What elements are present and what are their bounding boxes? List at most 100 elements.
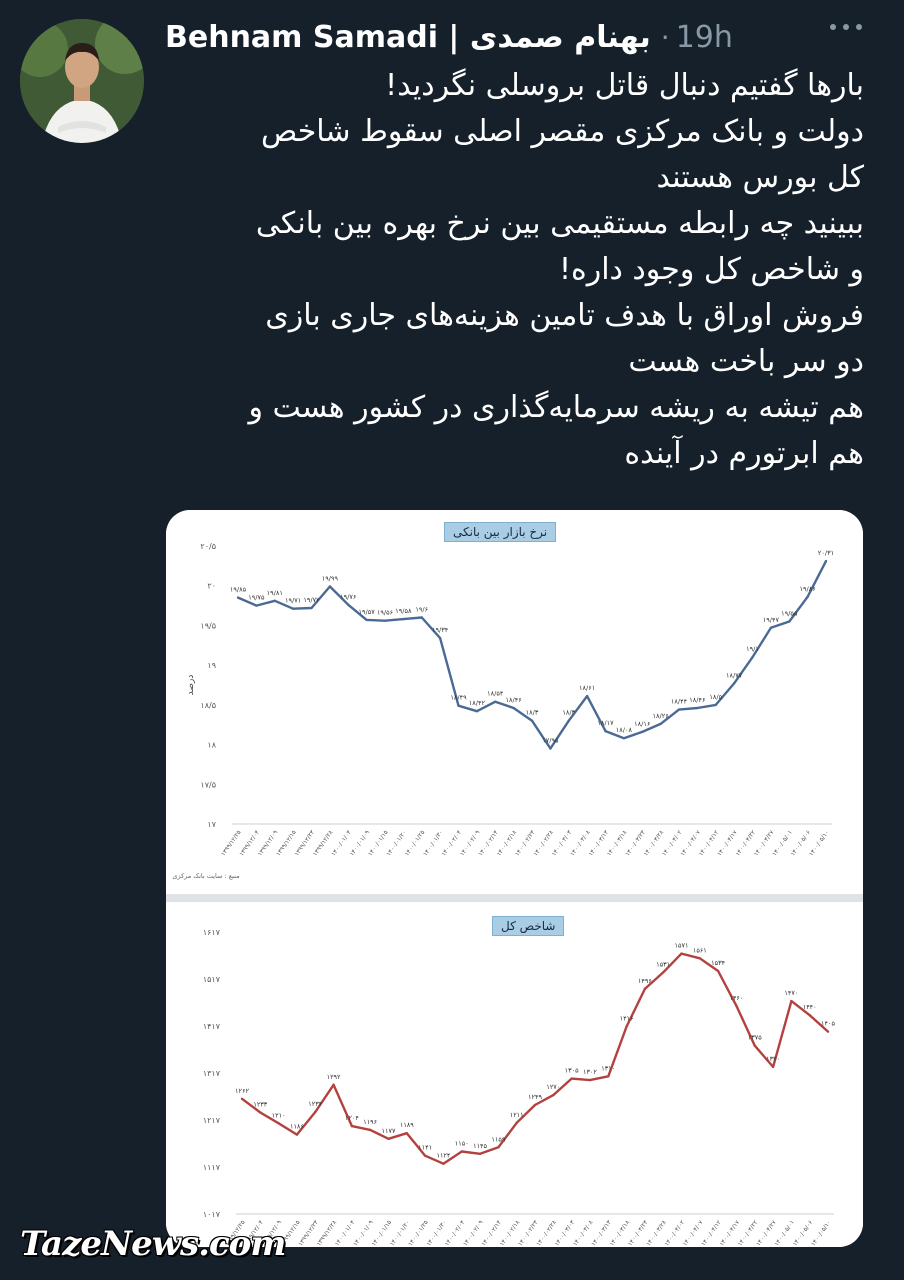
data-point: [494, 700, 497, 703]
data-label: ۱۸/۵۴: [487, 690, 504, 698]
data-point: [383, 619, 387, 622]
data-label: ۱۱۵۰: [455, 1139, 469, 1147]
data-point: [661, 971, 665, 974]
data-point: [604, 729, 607, 733]
data-point: [530, 719, 534, 722]
series-line: [241, 952, 829, 1165]
y-tick-label: ۱۰۱۷: [203, 1210, 221, 1219]
avatar-photo: [20, 19, 144, 143]
y-tick-label: ۲۰/۵: [200, 542, 216, 551]
data-point: [680, 952, 683, 955]
tweet-line: دولت و بانک مرکزی مقصر اصلی سقوط شاخص: [260, 114, 864, 149]
data-label: ۱۹/۵۷: [359, 608, 376, 616]
data-label: ۱۸/۴۹: [450, 694, 467, 702]
data-label: ۱۹/۷۵: [248, 594, 265, 602]
data-label: ۱۸/۶۱: [579, 684, 595, 692]
chart-title: شاخص کل: [492, 916, 565, 936]
tweet-line: کل بورس هستند: [656, 160, 864, 195]
data-point: [549, 747, 552, 750]
data-point: [790, 999, 793, 1003]
data-point: [622, 737, 626, 740]
data-point: [625, 1025, 628, 1028]
data-label: ۱۱۲۴: [436, 1152, 450, 1160]
data-label: ۱۴۹۶: [638, 977, 652, 985]
data-label: ۱۸/۱۷: [597, 719, 614, 727]
index-chart-panel: شاخص کل ۱۰۱۷ ۱۱۱۷ ۱۲۱۷ ۱۳۱۷ ۱۴۱۷ ۱۵۱۷ ۱۶۱۷ ۱۲۶۲…: [166, 902, 863, 1247]
data-point: [402, 617, 405, 621]
data-point: [826, 1030, 830, 1033]
data-point: [295, 1133, 299, 1136]
y-tick-label: ۱۸/۵: [200, 701, 216, 710]
data-point: [255, 604, 258, 607]
data-label: ۱۹/۶: [415, 605, 428, 613]
y-tick-label: ۱۸: [207, 741, 216, 750]
data-label: ۱۹/۷۱: [285, 597, 301, 605]
data-label: ۱۵۳۴: [711, 959, 725, 967]
data-label: ۱۹/۱: [746, 645, 759, 653]
tweet-media[interactable]: نرخ بازار بین بانکی ۱۷ ۱۷/۵ ۱۸ ۱۸/۵ ۱۹ ۱۹/۵ ۲۰…: [166, 510, 863, 1247]
data-point: [350, 1124, 354, 1128]
data-point: [310, 606, 313, 610]
data-point: [475, 710, 479, 713]
data-point: [808, 1013, 811, 1017]
data-point: [457, 704, 460, 707]
data-label: ۱۳۰۲: [583, 1068, 597, 1076]
data-point: [273, 599, 276, 603]
data-label: ۱۹/۴۷: [763, 616, 780, 624]
data-point: [533, 1103, 537, 1107]
data-point: [438, 636, 442, 640]
data-point: [259, 1111, 262, 1114]
data-label: ۱۸/۴۲: [469, 699, 486, 707]
watermark: TazeNews.com: [20, 1224, 286, 1264]
data-label: ۱۹/۸۶: [800, 585, 816, 593]
data-point: [771, 1065, 775, 1069]
data-point: [460, 1150, 463, 1153]
data-label: ۱۸/۰۸: [616, 726, 633, 734]
tweet-header: Behnam Samadi | بهنام صمدی · 19h: [165, 14, 874, 60]
data-label: ۱۸/۴۶: [689, 696, 705, 704]
data-label: ۱۹/۳۴: [432, 626, 449, 634]
data-label: ۱۵۳۱: [656, 960, 670, 968]
data-label: ۱۹/۸۱: [267, 589, 283, 597]
data-point: [735, 1004, 738, 1007]
data-point: [588, 1078, 592, 1082]
data-label: ۱۸/۳: [526, 709, 539, 717]
data-point: [806, 595, 809, 599]
data-label: ۱۹/۵۶: [377, 609, 393, 617]
data-label: ۱۴۱۶: [620, 1014, 634, 1022]
tweet-line: و شاخص کل وجود داره!: [558, 252, 864, 287]
data-point: [478, 1152, 482, 1156]
data-point: [769, 626, 773, 630]
data-point: [607, 1075, 610, 1078]
data-label: ۱۲۳۴: [308, 1100, 322, 1108]
y-tick-label: ۱۳۱۷: [203, 1069, 221, 1078]
tweet-line: ببینید چه رابطه مستقیمی بین نرخ بهره بین…: [255, 206, 864, 241]
y-tick-label: ۱۲۱۷: [203, 1116, 221, 1125]
data-label: ۱۲۰۴: [345, 1114, 359, 1122]
data-label: ۱۹/۵۸: [395, 607, 412, 615]
data-point: [753, 1044, 756, 1047]
data-label: ۱۸/۴۴: [671, 698, 688, 706]
author-name[interactable]: Behnam Samadi | بهنام صمدی: [165, 19, 651, 55]
interbank-rate-chart: ۱۷۱۷/۵۱۸۱۸/۵۱۹۱۹/۵۲۰۲۰/۵درصد۱۹/۸۵۱۹/۷۵۱۹…: [172, 542, 834, 880]
data-point: [512, 706, 515, 710]
data-label: ۱۹/۹۹: [322, 575, 339, 583]
data-label: ۱۸/۷۷: [726, 671, 743, 679]
data-point: [732, 682, 736, 685]
data-label: ۱۱۵۹: [491, 1135, 505, 1143]
more-options-icon[interactable]: [830, 24, 862, 30]
data-label: ۱۳۰۵: [565, 1067, 579, 1075]
avatar[interactable]: [20, 19, 144, 143]
data-point: [567, 719, 570, 722]
y-tick-label: ۱۵۱۷: [203, 975, 221, 984]
tweet-time[interactable]: 19h: [675, 19, 733, 55]
data-point: [552, 1093, 555, 1097]
data-label: ۱۱۷۷: [382, 1127, 396, 1135]
data-point: [714, 703, 717, 707]
data-point: [677, 708, 681, 711]
y-tick-label: ۲۰: [207, 582, 216, 591]
y-tick-label: ۱۶۱۷: [203, 928, 221, 937]
data-point: [641, 730, 644, 734]
data-label: ۱۸/۱۶: [634, 720, 650, 728]
y-tick-label: ۱۷: [207, 820, 216, 829]
